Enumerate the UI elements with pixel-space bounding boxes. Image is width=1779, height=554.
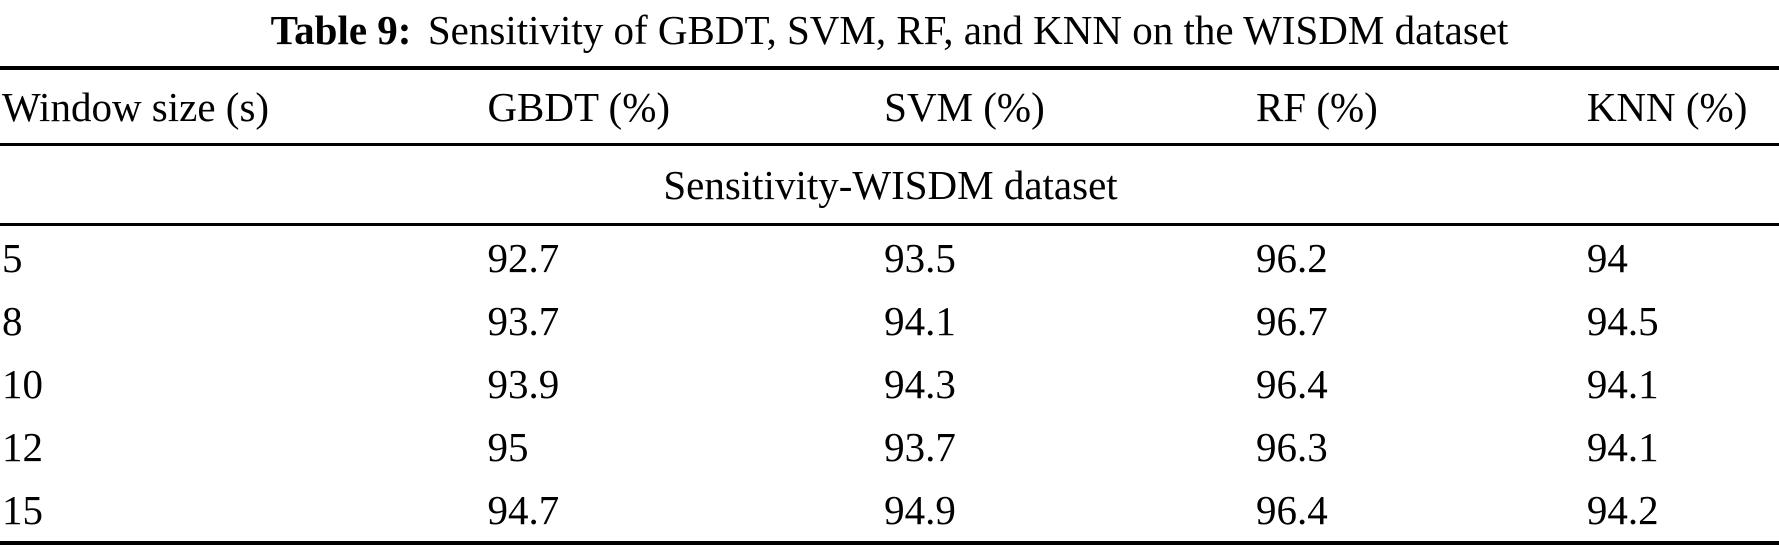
cell-gbdt: 93.9 bbox=[487, 360, 560, 407]
table-row: 12 95 93.7 96.3 94.1 bbox=[0, 415, 1779, 478]
table-caption-number: Table 9: bbox=[270, 7, 412, 53]
cell-knn: 94.1 bbox=[1586, 423, 1659, 470]
cell-rf: 96.4 bbox=[1255, 486, 1328, 533]
cell-rf: 96.4 bbox=[1255, 360, 1328, 407]
cell-rf: 96.3 bbox=[1255, 423, 1328, 470]
cell-window-size: 10 bbox=[2, 360, 43, 407]
table-subtitle: Sensitivity-WISDM dataset bbox=[0, 144, 1779, 226]
cell-gbdt: 92.7 bbox=[487, 234, 560, 281]
table-caption: Table 9: Sensitivity of GBDT, SVM, RF, an… bbox=[0, 0, 1779, 66]
header-gbdt: GBDT (%) bbox=[487, 68, 885, 146]
table-row: 15 94.7 94.9 96.4 94.2 bbox=[0, 478, 1779, 543]
cell-gbdt: 95 bbox=[487, 423, 529, 470]
cell-svm: 94.1 bbox=[884, 297, 956, 344]
table-header-row: Window size (s) GBDT (%) SVM (%) RF (%) … bbox=[0, 68, 1779, 146]
cell-knn: 94.1 bbox=[1586, 360, 1659, 407]
cell-rf: 96.2 bbox=[1255, 234, 1328, 281]
header-knn: KNN (%) bbox=[1586, 68, 1779, 146]
cell-window-size: 15 bbox=[2, 486, 43, 533]
cell-gbdt: 94.7 bbox=[487, 486, 560, 533]
cell-knn: 94 bbox=[1586, 234, 1628, 281]
header-rf: RF (%) bbox=[1255, 68, 1587, 146]
table-row: 10 93.9 94.3 96.4 94.1 bbox=[0, 352, 1779, 415]
cell-svm: 93.7 bbox=[884, 423, 956, 470]
cell-window-size: 8 bbox=[2, 297, 23, 344]
header-window-size: Window size (s) bbox=[0, 68, 488, 146]
table-row: 8 93.7 94.1 96.7 94.5 bbox=[0, 289, 1779, 352]
cell-knn: 94.5 bbox=[1586, 297, 1659, 344]
cell-rf: 96.7 bbox=[1255, 297, 1328, 344]
cell-svm: 94.3 bbox=[884, 360, 956, 407]
cell-svm: 94.9 bbox=[884, 486, 956, 533]
cell-svm: 93.5 bbox=[884, 234, 956, 281]
table-row: 5 92.7 93.5 96.2 94 bbox=[0, 225, 1779, 290]
sensitivity-wisdm-table: Sensitivity-WISDM dataset Window size (s… bbox=[0, 66, 1779, 545]
header-svm: SVM (%) bbox=[884, 68, 1256, 146]
cell-window-size: 5 bbox=[2, 234, 23, 281]
cell-knn: 94.2 bbox=[1586, 486, 1659, 533]
table-subtitle-row: Sensitivity-WISDM dataset bbox=[0, 144, 1779, 226]
cell-window-size: 12 bbox=[2, 423, 43, 470]
cell-gbdt: 93.7 bbox=[487, 297, 560, 344]
table-caption-text: Sensitivity of GBDT, SVM, RF, and KNN on… bbox=[427, 7, 1509, 53]
table-body: 5 92.7 93.5 96.2 94 8 93.7 94.1 96.7 94.5 10 93.9 94… bbox=[0, 225, 1779, 544]
